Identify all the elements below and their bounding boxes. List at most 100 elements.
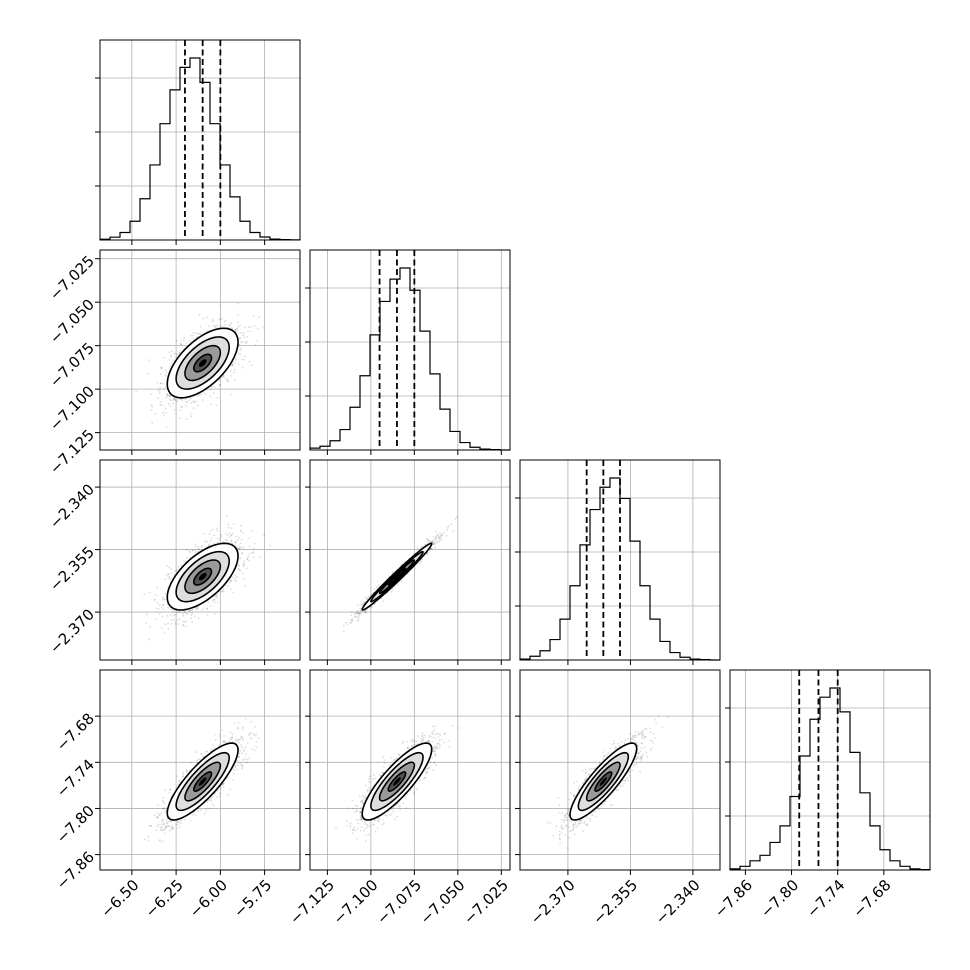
sample-point (224, 324, 227, 326)
sample-point (237, 546, 239, 549)
sample-point (218, 325, 221, 328)
sample-point (235, 540, 238, 543)
sample-point (164, 578, 167, 581)
sample-point (210, 403, 213, 406)
sample-point (222, 786, 225, 789)
sample-point (164, 412, 167, 415)
sample-point (226, 378, 229, 381)
sample-point (206, 316, 208, 319)
sample-point (179, 339, 182, 342)
sample-point (156, 586, 159, 589)
sample-point (214, 739, 217, 741)
sample-point (149, 824, 152, 827)
sample-point (343, 624, 345, 627)
sample-point (209, 395, 212, 398)
sample-point (169, 395, 172, 398)
sample-point (208, 543, 211, 546)
sample-point (181, 620, 184, 623)
sample-point (238, 343, 241, 346)
sample-point (166, 393, 169, 396)
sample-point (184, 625, 187, 627)
sample-point (194, 813, 197, 816)
sample-point (159, 382, 162, 385)
sample-point (143, 593, 146, 596)
sample-point (238, 564, 241, 567)
sample-point (248, 360, 251, 363)
sample-point (363, 601, 366, 604)
sample-point (354, 615, 357, 618)
sample-point (366, 598, 368, 601)
sample-point (166, 394, 169, 397)
sample-point (176, 400, 179, 402)
sample-point (208, 544, 210, 547)
sample-point (216, 537, 219, 540)
sample-point (351, 611, 353, 614)
sample-point (230, 374, 233, 377)
sample-point (204, 392, 207, 395)
sample-point (230, 579, 233, 582)
sample-point (209, 388, 212, 391)
sample-point (180, 343, 183, 346)
sample-point (239, 349, 242, 351)
sample-point (342, 630, 345, 633)
sample-point (190, 617, 193, 620)
sample-point (445, 534, 448, 537)
sample-point (235, 357, 237, 360)
sample-point (242, 334, 244, 337)
sample-point (250, 330, 253, 333)
sample-point (212, 744, 214, 747)
sample-point (357, 617, 360, 619)
sample-point (178, 780, 181, 783)
sample-point (169, 398, 171, 401)
sample-point (231, 532, 234, 535)
sample-point (252, 551, 255, 554)
sample-point (177, 611, 179, 614)
sample-point (194, 543, 197, 546)
sample-point (234, 574, 237, 576)
sample-point (255, 339, 258, 342)
sample-point (357, 604, 359, 607)
sample-point (234, 362, 237, 365)
sample-point (452, 530, 455, 532)
sample-point (151, 405, 154, 408)
sample-point (221, 324, 224, 327)
sample-point (201, 752, 203, 755)
sample-point (179, 342, 182, 345)
sample-point (248, 559, 250, 562)
sample-point (351, 620, 354, 623)
sample-point (148, 359, 151, 361)
sample-point (175, 611, 178, 614)
sample-point (191, 549, 194, 552)
sample-point (228, 324, 230, 327)
sample-point (439, 538, 442, 541)
sample-point (359, 609, 362, 612)
sample-point (192, 407, 195, 410)
sample-point (194, 607, 197, 610)
sample-point (168, 394, 171, 396)
sample-point (240, 744, 243, 747)
sample-point (237, 321, 240, 324)
sample-point (230, 370, 232, 373)
sample-point (228, 532, 230, 535)
sample-point (213, 392, 215, 395)
sample-point (234, 578, 237, 581)
sample-point (155, 618, 157, 621)
sample-point (236, 327, 238, 330)
sample-point (194, 615, 196, 618)
histogram-0 (99, 57, 301, 241)
sample-point (230, 322, 232, 324)
sample-point (239, 331, 242, 334)
contour-line (193, 353, 213, 373)
sample-point (426, 553, 429, 555)
sample-point (215, 404, 218, 407)
sample-point (175, 823, 178, 826)
sample-point (173, 397, 176, 400)
sample-point (244, 757, 247, 760)
sample-point (177, 619, 179, 622)
sample-point (208, 799, 210, 801)
sample-point (160, 404, 163, 407)
sample-point (167, 825, 170, 827)
sample-point (210, 537, 213, 540)
sample-point (238, 568, 241, 571)
